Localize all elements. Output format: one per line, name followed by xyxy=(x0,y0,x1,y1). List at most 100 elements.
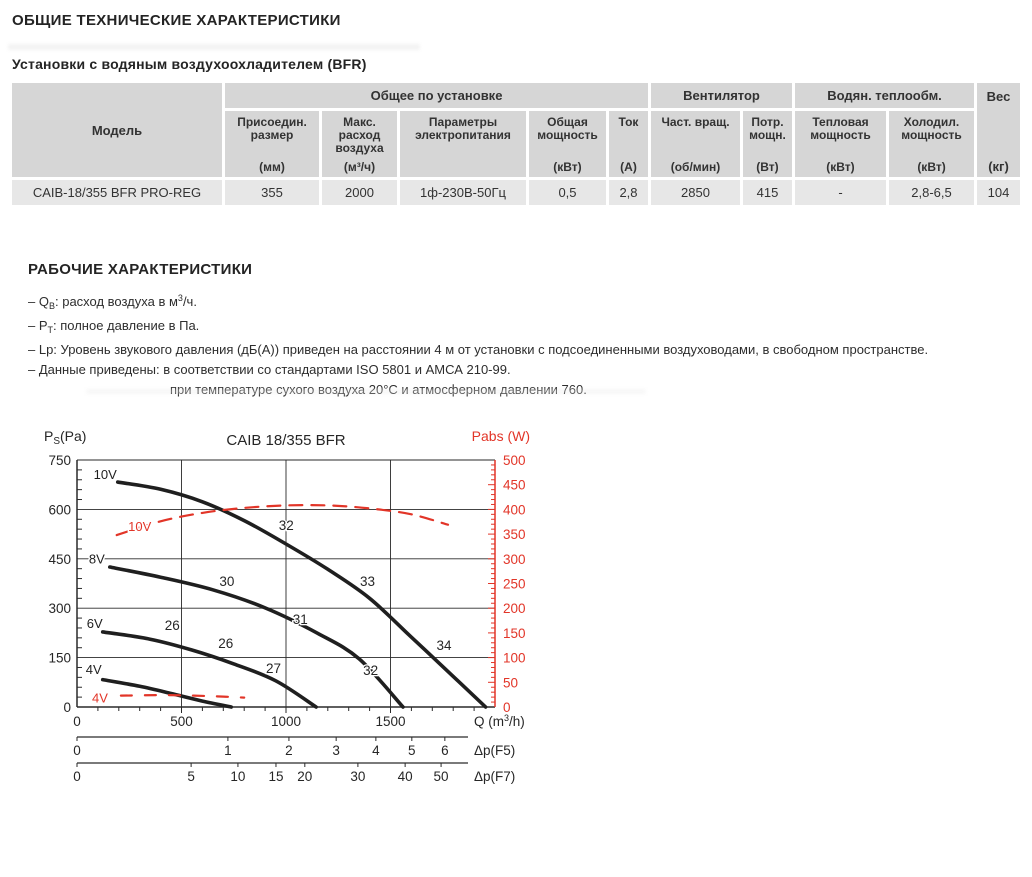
column-header-power-supply: Параметры электропитания xyxy=(400,110,526,177)
svg-text:20: 20 xyxy=(297,769,312,784)
svg-text:26: 26 xyxy=(218,636,233,651)
svg-text:32: 32 xyxy=(363,663,378,678)
column-header-model: Модель xyxy=(12,83,222,177)
svg-text:450: 450 xyxy=(48,552,71,567)
svg-text:30: 30 xyxy=(350,769,365,784)
svg-text:1500: 1500 xyxy=(375,714,405,729)
svg-text:Q (m3/h): Q (m3/h) xyxy=(474,713,525,729)
note-sound-level: – Lp: Уровень звукового давления (дБ(А))… xyxy=(28,342,929,357)
note-airflow: – QВ: расход воздуха в м3/ч. xyxy=(28,293,197,311)
svg-text:Δp(F5): Δp(F5) xyxy=(474,743,515,758)
note-standards: – Данные приведены: в соответствии со ст… xyxy=(28,362,511,377)
group-header-unit-total: Общее по установке xyxy=(225,83,648,108)
svg-text:500: 500 xyxy=(503,453,526,468)
cell-weight: 104 xyxy=(977,180,1021,205)
column-header-rpm: Част. вращ. (об/мин) xyxy=(651,110,740,177)
svg-text:4V: 4V xyxy=(86,662,102,677)
cell-cooling-capacity: 2,8-6,5 xyxy=(889,180,975,205)
svg-text:150: 150 xyxy=(48,651,71,666)
group-header-fan: Вентилятор xyxy=(651,83,792,108)
cell-current: 2,8 xyxy=(609,180,648,205)
svg-text:Pabs (W): Pabs (W) xyxy=(472,428,530,444)
svg-text:8V: 8V xyxy=(89,551,105,566)
svg-text:750: 750 xyxy=(48,453,71,468)
svg-text:250: 250 xyxy=(503,577,526,592)
svg-text:6: 6 xyxy=(441,743,449,758)
group-header-water-exchanger: Водян. теплообм. xyxy=(795,83,975,108)
svg-text:0: 0 xyxy=(73,769,81,784)
cell-rpm: 2850 xyxy=(651,180,740,205)
column-header-heating-capacity: Тепловая мощность (кВт) xyxy=(795,110,886,177)
svg-text:6V: 6V xyxy=(87,616,103,631)
scan-artifact-bar-2 xyxy=(86,389,646,394)
scan-artifact-bar xyxy=(8,44,420,50)
svg-text:4: 4 xyxy=(372,743,380,758)
svg-text:31: 31 xyxy=(293,612,308,627)
svg-text:15: 15 xyxy=(268,769,283,784)
table-data-row: CAIB-18/355 BFR PRO-REG 355 2000 1ф-230В… xyxy=(12,180,1021,205)
column-header-size: Присоедин. размер (мм) xyxy=(225,110,319,177)
svg-text:10V: 10V xyxy=(128,519,151,534)
column-header-consumed-power: Потр. мощн. (Вт) xyxy=(743,110,792,177)
svg-text:500: 500 xyxy=(170,714,193,729)
table-column-header-row: Присоедин. размер (мм) Макс. расход возду… xyxy=(12,110,1020,177)
column-header-current: Ток (А) xyxy=(609,110,648,177)
table-caption: Установки с водяным воздухоохладителем (… xyxy=(12,56,367,72)
weight-header-label: Вес xyxy=(986,89,1011,104)
section-title-performance: РАБОЧИЕ ХАРАКТЕРИСТИКИ xyxy=(28,261,253,278)
svg-text:0: 0 xyxy=(63,700,71,715)
svg-text:40: 40 xyxy=(398,769,413,784)
cell-size: 355 xyxy=(225,180,319,205)
svg-text:2: 2 xyxy=(285,743,293,758)
svg-text:Δp(F7): Δp(F7) xyxy=(474,769,515,784)
column-header-weight: Вес (кг) xyxy=(977,83,1021,177)
weight-unit: (кг) xyxy=(988,159,1009,174)
svg-text:30: 30 xyxy=(219,574,234,589)
svg-text:34: 34 xyxy=(436,638,452,653)
svg-text:50: 50 xyxy=(434,769,449,784)
svg-text:33: 33 xyxy=(360,574,375,589)
svg-text:300: 300 xyxy=(503,552,526,567)
performance-notes: – QВ: расход воздуха в м3/ч. – PТ: полно… xyxy=(28,288,928,400)
svg-text:100: 100 xyxy=(503,651,526,666)
svg-text:0: 0 xyxy=(73,714,81,729)
svg-text:26: 26 xyxy=(165,618,180,633)
svg-text:10V: 10V xyxy=(94,467,117,482)
note-pressure: – PТ: полное давление в Па. xyxy=(28,318,200,335)
svg-text:400: 400 xyxy=(503,502,526,517)
cell-total-power: 0,5 xyxy=(529,180,606,205)
svg-text:32: 32 xyxy=(279,518,294,533)
svg-text:450: 450 xyxy=(503,478,526,493)
svg-text:4V: 4V xyxy=(92,691,108,706)
cell-heating-capacity: - xyxy=(795,180,886,205)
svg-text:CAIB 18/355 BFR: CAIB 18/355 BFR xyxy=(226,432,345,449)
svg-text:PS(Pa): PS(Pa) xyxy=(44,428,86,447)
cell-consumed-power: 415 xyxy=(743,180,792,205)
column-header-cooling-capacity: Холодил. мощность (кВт) xyxy=(889,110,975,177)
note-conditions: при температуре сухого воздуха 20°С и ат… xyxy=(170,382,587,397)
svg-text:5: 5 xyxy=(408,743,416,758)
page-title: ОБЩИЕ ТЕХНИЧЕСКИЕ ХАРАКТЕРИСТИКИ xyxy=(12,12,341,29)
svg-text:3: 3 xyxy=(332,743,340,758)
svg-text:5: 5 xyxy=(187,769,195,784)
svg-text:10: 10 xyxy=(230,769,245,784)
svg-text:150: 150 xyxy=(503,626,526,641)
cell-max-airflow: 2000 xyxy=(322,180,397,205)
spec-table-wrapper: Модель Общее по установке Вентилятор Вод… xyxy=(9,80,1023,208)
svg-text:600: 600 xyxy=(48,502,71,517)
svg-text:1000: 1000 xyxy=(271,714,301,729)
svg-text:0: 0 xyxy=(73,743,81,758)
svg-text:350: 350 xyxy=(503,527,526,542)
column-header-total-power: Общая мощность (кВт) xyxy=(529,110,606,177)
svg-text:27: 27 xyxy=(266,661,281,676)
svg-text:0: 0 xyxy=(503,700,511,715)
svg-text:200: 200 xyxy=(503,601,526,616)
cell-model: CAIB-18/355 BFR PRO-REG xyxy=(12,180,222,205)
svg-text:1: 1 xyxy=(224,743,232,758)
svg-text:300: 300 xyxy=(48,601,71,616)
cell-power-supply: 1ф-230В-50Гц xyxy=(400,180,526,205)
spec-table: Модель Общее по установке Вентилятор Вод… xyxy=(9,80,1023,208)
performance-chart: 0150300450600750050100150200250300350400… xyxy=(44,428,530,784)
svg-text:50: 50 xyxy=(503,675,518,690)
table-group-header-row: Модель Общее по установке Вентилятор Вод… xyxy=(12,83,1021,177)
